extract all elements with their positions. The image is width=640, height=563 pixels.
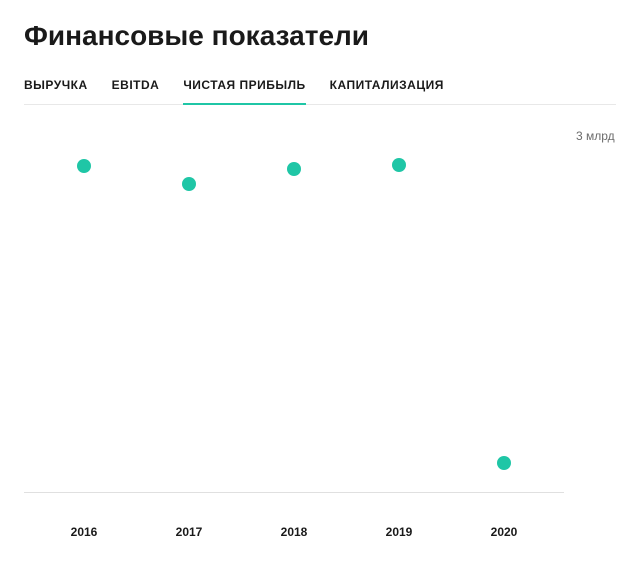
y-axis-label: 3 млрд [576,129,615,143]
tab-ebitda[interactable]: EBITDA [112,70,160,104]
data-point[interactable] [287,162,301,176]
x-axis-label: 2020 [491,525,518,539]
x-axis-label: 2017 [176,525,203,539]
chart-plot-area [24,113,564,493]
tabs-bar: ВЫРУЧКА EBITDA ЧИСТАЯ ПРИБЫЛЬ КАПИТАЛИЗА… [24,70,616,105]
data-point[interactable] [392,158,406,172]
tab-capitalization[interactable]: КАПИТАЛИЗАЦИЯ [330,70,444,104]
tab-net-profit[interactable]: ЧИСТАЯ ПРИБЫЛЬ [183,70,305,104]
data-point[interactable] [497,456,511,470]
x-axis-label: 2016 [71,525,98,539]
data-point[interactable] [77,159,91,173]
x-axis-labels: 2016 2017 2018 2019 2020 [24,513,564,543]
x-axis-label: 2018 [281,525,308,539]
x-axis-label: 2019 [386,525,413,539]
chart-container: 2016 2017 2018 2019 2020 3 млрд [24,113,616,543]
page-title: Финансовые показатели [24,20,616,52]
tab-revenue[interactable]: ВЫРУЧКА [24,70,88,104]
data-point[interactable] [182,177,196,191]
